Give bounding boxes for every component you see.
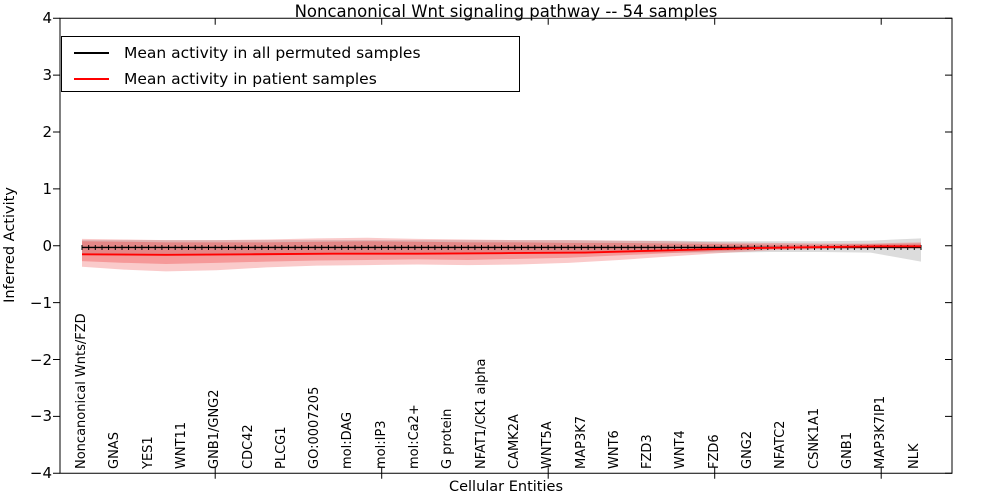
x-tick-label: FZD6 <box>706 434 722 469</box>
y-tick-label: −4 <box>29 464 52 483</box>
y-tick-label: 2 <box>42 123 52 141</box>
x-tick-label: GNG2 <box>740 430 755 469</box>
x-tick-label: G protein <box>440 408 456 469</box>
x-tick-label: NFAT1/CK1 alpha <box>473 358 489 469</box>
y-tick-label: 0 <box>42 236 52 255</box>
y-tick-label: 3 <box>42 66 52 85</box>
x-tick-label: CDC42 <box>240 424 256 469</box>
legend-label-permuted: Mean activity in all permuted samples <box>124 44 421 62</box>
x-tick-label: GNB1 <box>839 432 855 469</box>
x-tick-label: PLCG1 <box>273 426 289 469</box>
legend-entry-patient: Mean activity in patient samples <box>62 66 519 92</box>
x-tick-label: WNT4 <box>673 430 689 469</box>
legend-entry-permuted: Mean activity in all permuted samples <box>62 40 519 66</box>
patient-samples-range-outer-band <box>82 237 921 272</box>
x-axis-label: Cellular Entities <box>448 479 564 495</box>
x-tick-label: FZD3 <box>640 434 656 469</box>
x-tick-label: CAMK2A <box>506 414 522 469</box>
x-tick-label: mol:Ca2+ <box>407 404 422 469</box>
x-tick-label: GO:0007205 <box>307 386 323 469</box>
x-tick-label: NLK <box>906 443 922 470</box>
chart-title: Noncanonical Wnt signaling pathway -- 54… <box>294 2 718 21</box>
x-tick-label: GNAS <box>107 432 123 469</box>
x-tick-label: WNT5A <box>540 421 556 469</box>
x-tick-label: WNT6 <box>606 430 622 469</box>
patient-mean-line <box>81 245 921 256</box>
y-tick-label: −3 <box>29 407 52 426</box>
x-tick-label: mol:IP3 <box>373 420 389 469</box>
x-tick-label: MAP3K7 <box>573 415 589 469</box>
permuted-line-swatch <box>74 52 109 54</box>
x-tick-label: CSNK1A1 <box>806 407 822 469</box>
y-tick-label: −2 <box>29 350 52 369</box>
x-tick-label: YES1 <box>140 436 156 469</box>
x-tick-label: mol:DAG <box>340 411 356 469</box>
x-tick-label: WNT11 <box>173 421 189 469</box>
patient-line-swatch <box>74 78 109 80</box>
y-tick-label: 4 <box>42 9 52 28</box>
y-tick-label: −1 <box>29 293 52 312</box>
y-tick-label: 1 <box>42 179 52 198</box>
x-tick-label: NFATC2 <box>773 420 789 469</box>
permuted-samples-range-band <box>82 238 921 262</box>
legend-label-patient: Mean activity in patient samples <box>124 70 377 88</box>
x-tick-label: GNB1/GNG2 <box>207 389 223 469</box>
legend: Mean activity in all permuted samples Me… <box>61 36 520 92</box>
x-tick-label: MAP3K7IP1 <box>873 396 889 469</box>
x-tick-label: Noncanonical Wnts/FZD <box>74 313 89 469</box>
